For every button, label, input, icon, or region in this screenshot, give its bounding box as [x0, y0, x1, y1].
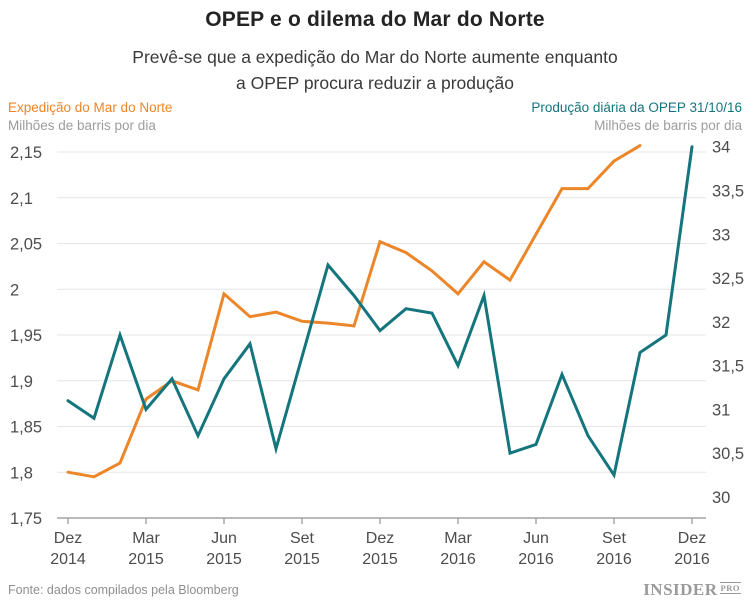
right-axis-tick-label: 33,5	[712, 183, 744, 201]
right-axis-tick-label: 30,5	[712, 445, 744, 463]
opec-line	[66, 145, 694, 479]
x-axis-tick-label-month: Jun	[523, 530, 549, 547]
right-axis-tick-label: 31,5	[712, 358, 744, 376]
x-axis-tick-label-month: Dez	[678, 530, 706, 547]
x-axis-tick-label-month: Set	[602, 530, 627, 547]
x-axis-tick-label-month: Dez	[366, 530, 394, 547]
right-axis-tick-label: 32	[712, 314, 730, 332]
left-axis-tick-label: 1,9	[10, 373, 33, 391]
insiderpro-logo-pro: PRO	[719, 582, 741, 594]
right-axis-tick-label: 31	[712, 401, 730, 419]
x-axis-tick-label-year: 2015	[128, 551, 164, 568]
x-axis-tick-label-year: 2016	[596, 551, 632, 568]
legend-opec: Produção diária da OPEP 31/10/16 Milhões…	[531, 99, 742, 135]
left-axis-tick-label: 1,8	[10, 464, 33, 482]
x-axis-tick-label-year: 2014	[50, 551, 86, 568]
x-axis-tick-label-month: Mar	[132, 530, 160, 547]
chart-subtitle-line2: a OPEP procura reduzir a produção	[236, 73, 514, 93]
legend-north-sea-unit: Milhões de barris por dia	[8, 118, 156, 133]
x-axis-tick-label-year: 2015	[284, 551, 320, 568]
right-axis-tick-label: 30	[712, 489, 730, 507]
left-axis-tick-label: 2,05	[10, 236, 42, 254]
legend-opec-label: Produção diária da OPEP 31/10/16	[531, 100, 742, 115]
right-axis-tick-label: 32,5	[712, 270, 744, 288]
x-axis-tick-label-year: 2016	[440, 551, 476, 568]
legend-north-sea: Expedição do Mar do Norte Milhões de bar…	[8, 99, 172, 135]
legend-north-sea-label: Expedição do Mar do Norte	[8, 100, 173, 115]
left-axis-tick-label: 2,15	[10, 144, 42, 162]
insiderpro-logo: INSIDER PRO	[643, 580, 741, 600]
x-axis-tick-label-month: Jun	[211, 530, 237, 547]
x-axis-tick-label-year: 2016	[674, 551, 710, 568]
left-axis-tick-label: 1,75	[10, 510, 42, 528]
legend-opec-unit: Milhões de barris por dia	[594, 118, 742, 133]
left-axis-tick-label: 2	[10, 281, 19, 299]
right-axis-tick-label: 33	[712, 226, 730, 244]
source-note: Fonte: dados compilados pela Bloomberg	[8, 583, 239, 597]
x-axis-tick-label-year: 2016	[518, 551, 554, 568]
left-axis-tick-label: 1,95	[10, 327, 42, 345]
x-axis-tick-label-month: Mar	[444, 530, 472, 547]
chart-title: OPEP e o dilema do Mar do Norte	[205, 8, 545, 31]
insiderpro-logo-main: INSIDER	[643, 580, 718, 599]
right-axis-tick-label: 34	[712, 139, 730, 157]
x-axis-tick-label-month: Set	[290, 530, 315, 547]
chart-subtitle-line1: Prevê-se que a expedição do Mar do Norte…	[132, 47, 618, 67]
x-axis-tick-label-year: 2015	[362, 551, 398, 568]
x-axis-tick-label-month: Dez	[54, 530, 82, 547]
left-axis-tick-label: 1,85	[10, 419, 42, 437]
left-axis-tick-label: 2,1	[10, 190, 33, 208]
x-axis-tick-label-year: 2015	[206, 551, 242, 568]
chart-subtitle: Prevê-se que a expedição do Mar do Norte…	[0, 44, 750, 96]
north-sea-line	[66, 144, 642, 479]
